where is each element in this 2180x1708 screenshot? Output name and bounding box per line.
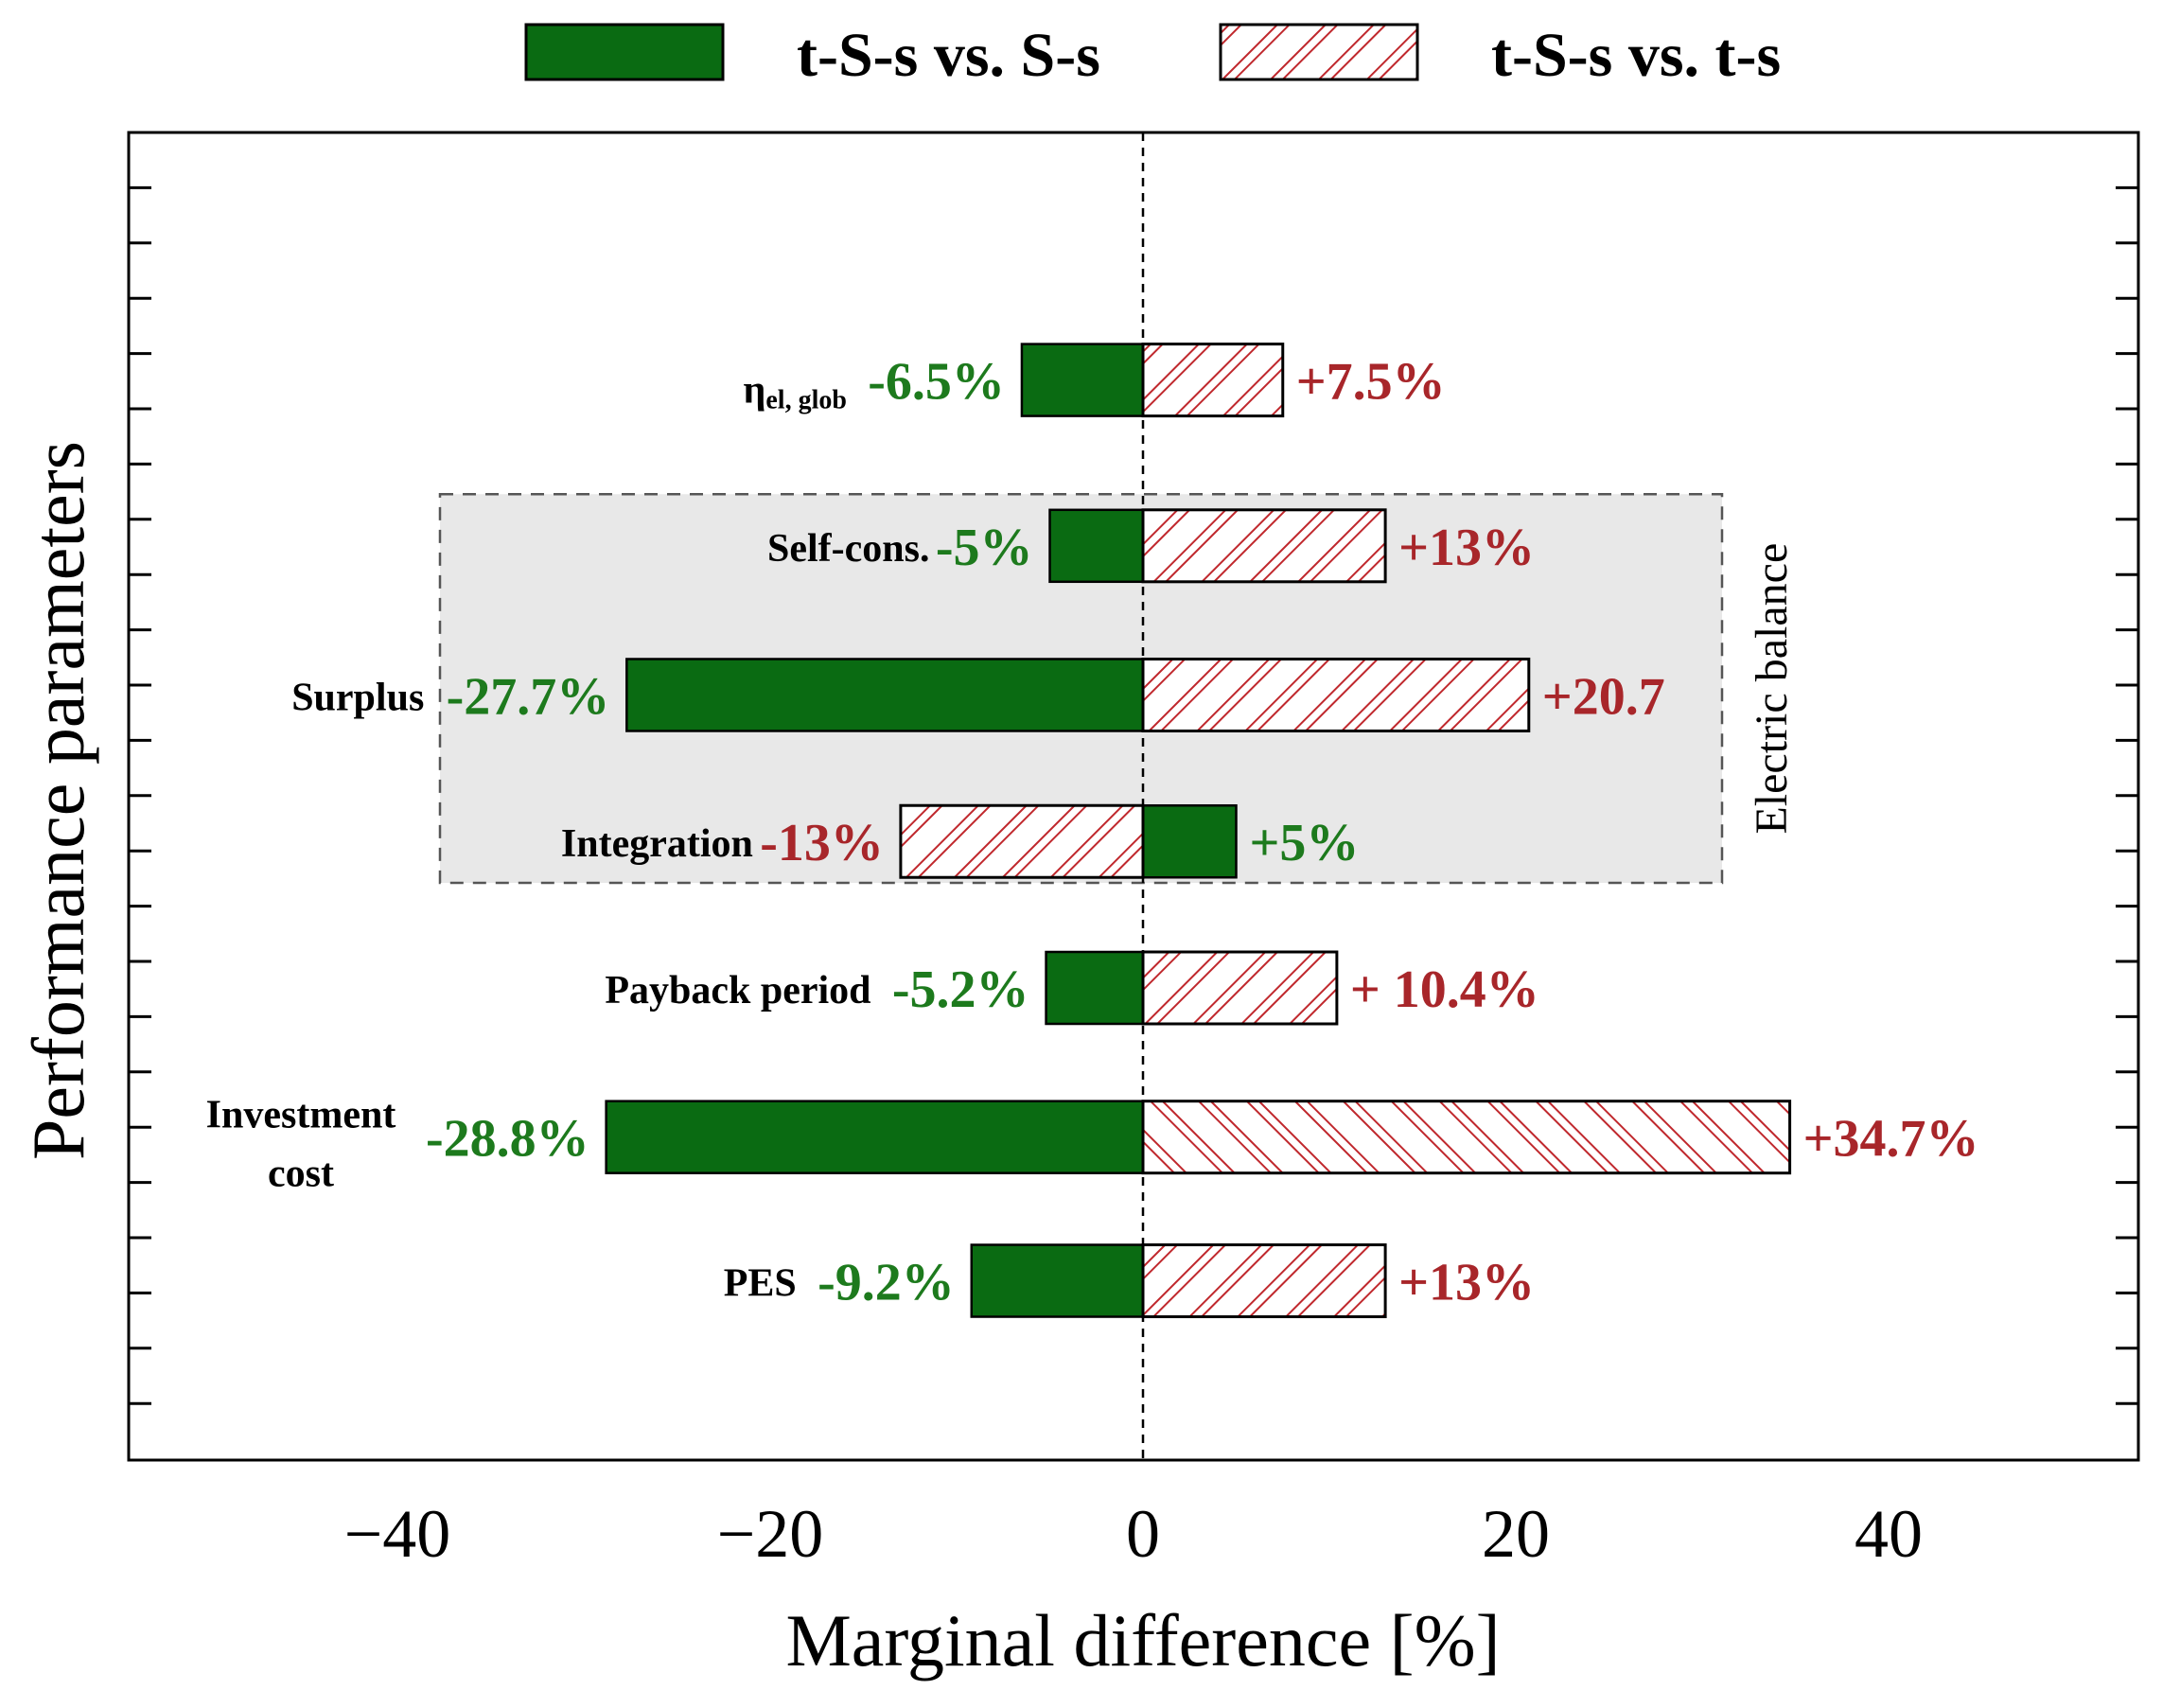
electric-balance-label: Electric balance — [1747, 543, 1797, 835]
bar-pes-solid — [970, 1243, 1145, 1318]
legend-swatch-hatched — [1219, 23, 1419, 81]
bar-payback-hatched — [1141, 950, 1339, 1026]
category-label-integration: Integration — [561, 822, 753, 866]
category-label-payback: Payback period — [605, 969, 870, 1012]
labels-layer: -6.5% +7.5% ηel, glob -5% +13% Self-cons. -27.… — [206, 353, 1979, 1312]
x-tick-label: 20 — [1482, 1496, 1550, 1572]
value-label-integration-hatched: -13% — [760, 814, 884, 872]
x-tick-label: 0 — [1126, 1496, 1160, 1572]
category-label-investment: Investment — [206, 1094, 396, 1137]
x-tick-label: 40 — [1855, 1496, 1923, 1572]
legend-label-solid: t-S-s vs. S-s — [797, 21, 1100, 90]
x-axis-title: Marginal difference [%] — [785, 1599, 1500, 1682]
value-label-pes-solid: -9.2% — [818, 1254, 955, 1312]
value-label-integration-solid: +5% — [1250, 814, 1360, 872]
value-label-payback-hatched: + 10.4% — [1350, 960, 1539, 1019]
value-label-self-cons-solid: -5% — [936, 519, 1033, 577]
value-label-pes-hatched: +13% — [1398, 1254, 1535, 1312]
bar-surplus-hatched — [1141, 657, 1531, 732]
bar-investment-solid — [605, 1100, 1145, 1174]
value-label-eta-solid: -6.5% — [868, 353, 1005, 412]
bar-self-cons-solid — [1048, 508, 1145, 584]
bar-payback-solid — [1045, 950, 1145, 1026]
legend-swatch-solid — [524, 23, 725, 81]
bar-eta-hatched — [1141, 343, 1285, 418]
category-label-surplus: Surplus — [291, 676, 424, 719]
bar-investment-hatched — [1141, 1100, 1792, 1175]
value-label-self-cons-hatched: +13% — [1398, 519, 1535, 577]
bar-integration-solid — [1141, 803, 1238, 879]
category-label-self-cons: Self-cons. — [767, 527, 930, 571]
legend: t-S-s vs. S-s t-S-s vs. t-s — [524, 21, 1781, 90]
value-label-investment-solid: -28.8% — [426, 1110, 589, 1169]
bar-eta-solid — [1020, 343, 1145, 417]
value-label-surplus-solid: -27.7% — [447, 667, 610, 726]
bar-pes-hatched — [1141, 1243, 1387, 1319]
legend-label-hatched: t-S-s vs. t-s — [1491, 21, 1781, 90]
bars-layer — [605, 343, 1792, 1319]
value-label-payback-solid: -5.2% — [892, 960, 1029, 1019]
value-label-investment-hatched: +34.7% — [1803, 1110, 1979, 1169]
bar-integration-hatched — [899, 803, 1145, 879]
value-label-surplus-hatched: +20.7 — [1542, 667, 1665, 726]
bar-surplus-solid — [625, 658, 1145, 732]
x-tick-label: −20 — [717, 1496, 824, 1572]
value-label-eta-hatched: +7.5% — [1296, 353, 1446, 412]
bar-self-cons-hatched — [1141, 508, 1387, 584]
y-axis-title: Performance parameters — [17, 441, 99, 1160]
category-label-eta: ηel, glob — [744, 369, 847, 415]
category-label-investment-line2: cost — [268, 1153, 334, 1196]
x-tick-labels: −40 −20 0 20 40 — [344, 1496, 1923, 1572]
category-label-pes: PES — [724, 1262, 797, 1306]
x-tick-label: −40 — [344, 1496, 451, 1572]
axis-ticks — [129, 185, 2138, 1405]
